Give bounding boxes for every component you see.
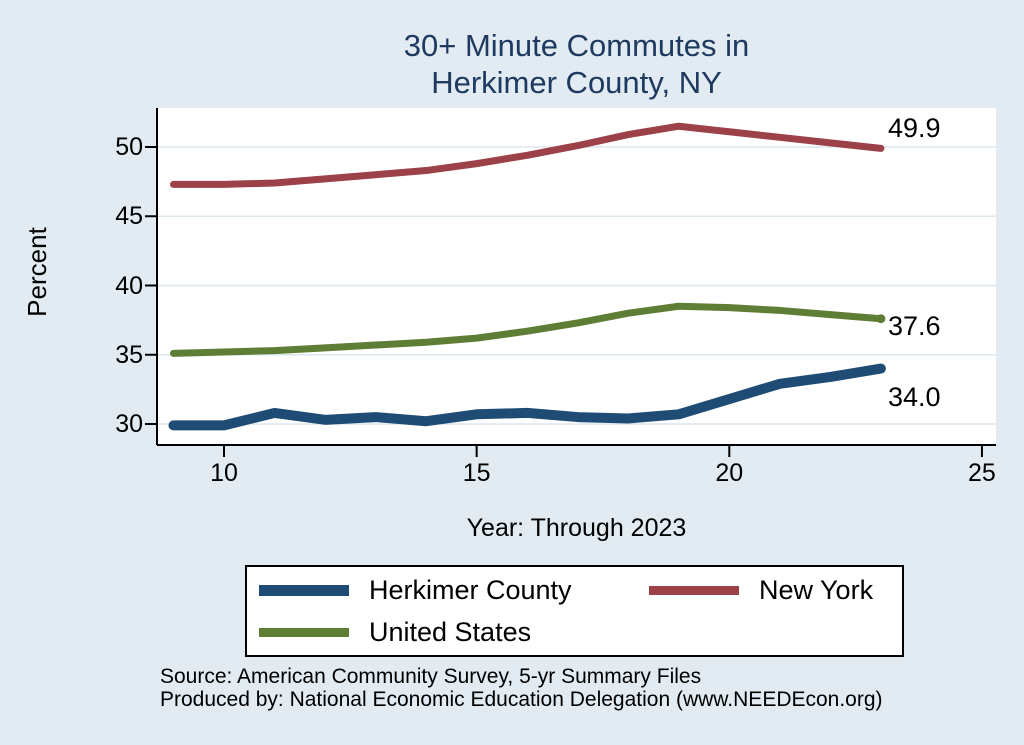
series-end-label-united-states: 37.6 (888, 310, 941, 341)
chart-title: 30+ Minute Commutes in Herkimer County, … (157, 27, 996, 101)
x-tick-label: 10 (210, 459, 238, 487)
x-tick-label: 20 (715, 459, 744, 487)
y-tick-label: 40 (115, 271, 143, 300)
x-axis-title: Year: Through 2023 (466, 514, 687, 542)
series-end-label-herkimer-county: 34.0 (888, 381, 941, 412)
legend-item-united-states: United States (259, 612, 531, 652)
legend-swatch-new-york (649, 585, 739, 595)
legend-label-united-states: United States (369, 616, 532, 647)
y-tick-label: 45 (115, 202, 143, 231)
legend-swatch-united-states (259, 627, 349, 637)
legend-item-new-york: New York (649, 570, 873, 610)
legend: Herkimer County New York United States (245, 565, 904, 657)
series-end-label-new-york: 49.9 (888, 113, 941, 144)
plot-background (157, 108, 996, 445)
legend-label-herkimer-county: Herkimer County (369, 574, 572, 605)
y-tick-label: 30 (115, 410, 143, 438)
x-tick-label: 15 (462, 459, 491, 487)
source-note: Source: American Community Survey, 5-yr … (160, 665, 883, 711)
produced-by-line: Produced by: National Economic Education… (160, 688, 883, 711)
series-line-united-states (169, 302, 885, 357)
source-line: Source: American Community Survey, 5-yr … (160, 665, 702, 688)
legend-item-herkimer-county: Herkimer County (259, 570, 572, 610)
legend-swatch-herkimer-county (259, 584, 349, 596)
series-line-herkimer-county (168, 363, 886, 431)
y-tick-label: 35 (115, 340, 143, 369)
chart-title-line1: 30+ Minute Commutes in (403, 28, 750, 63)
y-tick-label: 50 (115, 133, 143, 161)
x-tick-label: 25 (968, 459, 996, 487)
series-end-dot-united-states (876, 314, 886, 324)
series-line-new-york (169, 122, 885, 188)
legend-label-new-york: New York (759, 574, 874, 605)
chart-title-line2: Herkimer County, NY (431, 65, 722, 100)
